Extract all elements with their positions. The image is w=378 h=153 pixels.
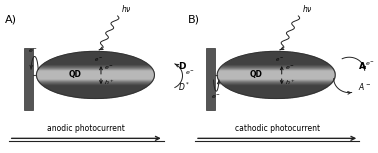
Text: $h\nu$: $h\nu$ xyxy=(121,4,132,15)
Text: $e^-$: $e^-$ xyxy=(274,56,284,63)
Text: $e^-$: $e^-$ xyxy=(366,60,376,68)
Text: cathodic photocurrent: cathodic photocurrent xyxy=(234,124,320,133)
Text: anodic photocurrent: anodic photocurrent xyxy=(47,124,125,133)
Text: $e^-$: $e^-$ xyxy=(285,64,295,72)
Text: D: D xyxy=(178,62,186,71)
Text: A: A xyxy=(359,62,366,71)
Bar xyxy=(23,48,33,110)
Text: A): A) xyxy=(5,15,17,24)
Text: $A^-$: $A^-$ xyxy=(358,81,371,92)
Text: $e^-$: $e^-$ xyxy=(28,47,38,55)
Text: $h\nu$: $h\nu$ xyxy=(302,4,313,15)
Text: $e^-$: $e^-$ xyxy=(211,93,222,101)
Text: $h^+$: $h^+$ xyxy=(285,78,295,87)
Text: $D^*$: $D^*$ xyxy=(178,80,190,93)
Text: QD: QD xyxy=(69,70,82,79)
Bar xyxy=(206,48,215,110)
Text: $h^+$: $h^+$ xyxy=(104,78,115,87)
Text: $e^-$: $e^-$ xyxy=(94,56,103,63)
Text: $e^-$: $e^-$ xyxy=(185,69,195,77)
Text: $e^-$: $e^-$ xyxy=(104,64,115,72)
Text: B): B) xyxy=(187,15,200,24)
Text: QD: QD xyxy=(249,70,262,79)
